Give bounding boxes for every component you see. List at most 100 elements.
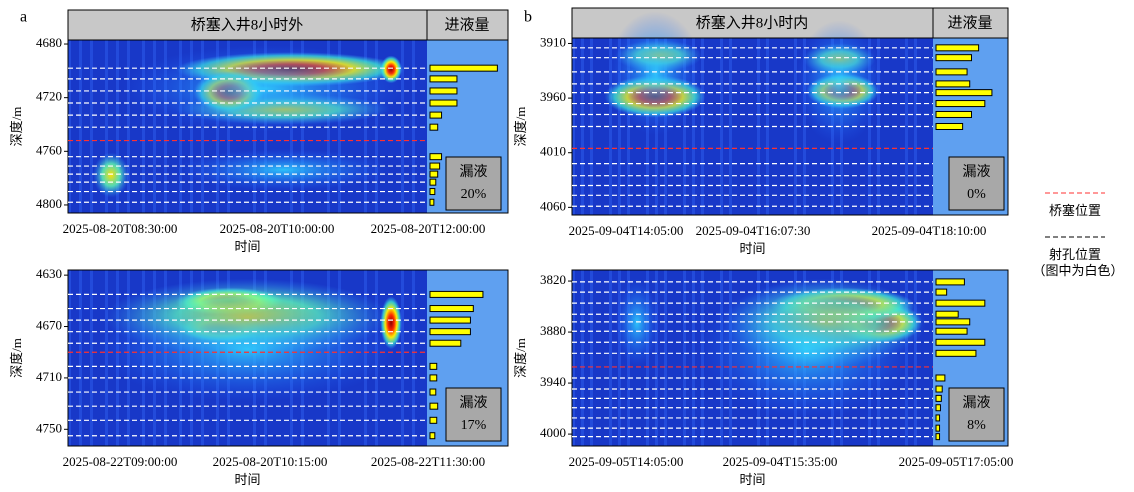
- heatmap-streak: [179, 40, 182, 213]
- heatmap-streak: [338, 40, 341, 213]
- heatmap-streak: [116, 40, 119, 213]
- inflow-bar: [935, 394, 942, 402]
- heatmap-streak: [905, 38, 908, 215]
- heatmap-spot: [96, 296, 399, 403]
- heatmap-streak: [572, 270, 575, 446]
- inflow-bar: [935, 424, 941, 432]
- y-axis-label: 深度/m: [513, 338, 528, 378]
- y-tick-label: 3910: [540, 34, 566, 49]
- inflow-bar: [429, 198, 435, 206]
- legend-perforation: 射孔位置: [1049, 247, 1101, 262]
- header-bar: [67, 9, 428, 41]
- x-tick-label: 2025-08-20T12:00:00: [371, 221, 486, 236]
- heatmap-streak: [609, 270, 612, 446]
- heatmap-streak: [590, 270, 593, 446]
- x-tick-label: 2025-08-20T10:00:00: [220, 221, 335, 236]
- header-side: [932, 7, 1009, 39]
- inflow-bar: [429, 402, 439, 410]
- inflow-bar: [429, 87, 458, 95]
- x-axis-label: 时间: [234, 472, 260, 487]
- heatmap-streak: [683, 270, 686, 446]
- y-tick-label: 4720: [36, 89, 62, 104]
- inflow-bar: [429, 416, 438, 424]
- heatmap-streak: [401, 40, 404, 213]
- heatmap-streak: [364, 40, 367, 213]
- leak-box: [948, 156, 1005, 211]
- inflow-bar: [935, 299, 986, 307]
- heatmap-spot: [795, 20, 883, 145]
- x-axis-label: 时间: [739, 241, 765, 256]
- inflow-bar: [429, 123, 439, 131]
- inflow-bar: [429, 75, 458, 83]
- y-tick-label: 3940: [540, 374, 566, 389]
- heatmap-streak: [401, 270, 404, 446]
- heatmap-streak: [90, 270, 93, 446]
- y-tick-label: 4760: [36, 142, 62, 157]
- inflow-bar: [429, 153, 443, 161]
- header-side-title: 进液量: [444, 16, 489, 33]
- leak-title: 漏液: [963, 395, 991, 411]
- leak-title: 漏液: [963, 164, 991, 180]
- heatmap-streak: [90, 40, 93, 213]
- inflow-bar: [935, 349, 977, 357]
- heatmap-streak: [153, 40, 156, 213]
- heatmap-streak: [655, 270, 658, 446]
- leak-value: 0%: [967, 187, 986, 202]
- x-tick-label: 2025-08-22T11:30:00: [371, 454, 485, 469]
- y-tick-label: 4000: [540, 425, 566, 440]
- inflow-bar: [429, 188, 436, 196]
- inflow-bar: [429, 339, 462, 347]
- x-tick-label: 2025-08-20T08:30:00: [63, 221, 178, 236]
- inflow-bar: [935, 100, 986, 108]
- heatmap-spot: [121, 45, 410, 132]
- x-tick-label: 2025-08-20T10:15:00: [213, 454, 328, 469]
- heatmap-streak: [190, 40, 193, 213]
- heatmap-streak: [68, 270, 71, 446]
- inflow-bar: [429, 290, 484, 298]
- x-axis-label: 时间: [739, 472, 765, 487]
- x-tick-label: 2025-09-05T17:05:00: [899, 454, 1014, 469]
- heatmap-streak: [618, 270, 621, 446]
- panel-label: b: [524, 9, 532, 26]
- plot-frame: [67, 39, 509, 214]
- header-title: 桥塞入井8小时外: [191, 15, 304, 33]
- inflow-bar: [429, 374, 438, 382]
- y-tick-label: 3880: [540, 323, 566, 338]
- leak-title: 漏液: [460, 164, 488, 180]
- heatmap-spot: [615, 278, 659, 367]
- heatmap-streak: [105, 40, 108, 213]
- inflow-bar: [429, 162, 441, 170]
- y-tick-label: 4630: [36, 266, 62, 281]
- header-side: [426, 9, 509, 41]
- inflow-bar: [935, 318, 971, 326]
- heatmap-streak: [375, 40, 378, 213]
- leak-box: [948, 387, 1005, 442]
- y-tick-label: 4060: [540, 198, 566, 213]
- header-title: 桥塞入井8小时内: [696, 13, 809, 31]
- heatmap-streak: [794, 38, 797, 215]
- inflow-bar: [935, 374, 946, 382]
- legend-plug: 桥塞位置: [1049, 203, 1101, 218]
- heatmap-streak: [68, 40, 71, 213]
- y-tick-label: 3820: [540, 272, 566, 287]
- heatmap-streak: [720, 38, 723, 215]
- heatmap-streak: [79, 270, 82, 446]
- inflow-bar: [429, 316, 471, 324]
- leak-value: 20%: [461, 187, 487, 202]
- x-tick-label: 2025-09-04T14:05:00: [569, 223, 684, 238]
- heatmap-spot: [175, 148, 392, 191]
- inflow-bar: [935, 327, 968, 335]
- y-tick-label: 4680: [36, 35, 62, 50]
- heatmap-streak: [914, 38, 917, 215]
- inflow-bar: [429, 64, 498, 72]
- inflow-bar: [935, 110, 972, 118]
- heatmap-streak: [618, 38, 621, 215]
- leak-value: 8%: [967, 418, 986, 433]
- heatmap-streak: [914, 270, 917, 446]
- heatmap-streak: [609, 38, 612, 215]
- heatmap-streak: [412, 40, 415, 213]
- x-tick-label: 2025-08-22T09:00:00: [63, 454, 178, 469]
- inflow-bar: [935, 89, 993, 97]
- heatmap-streak: [79, 40, 82, 213]
